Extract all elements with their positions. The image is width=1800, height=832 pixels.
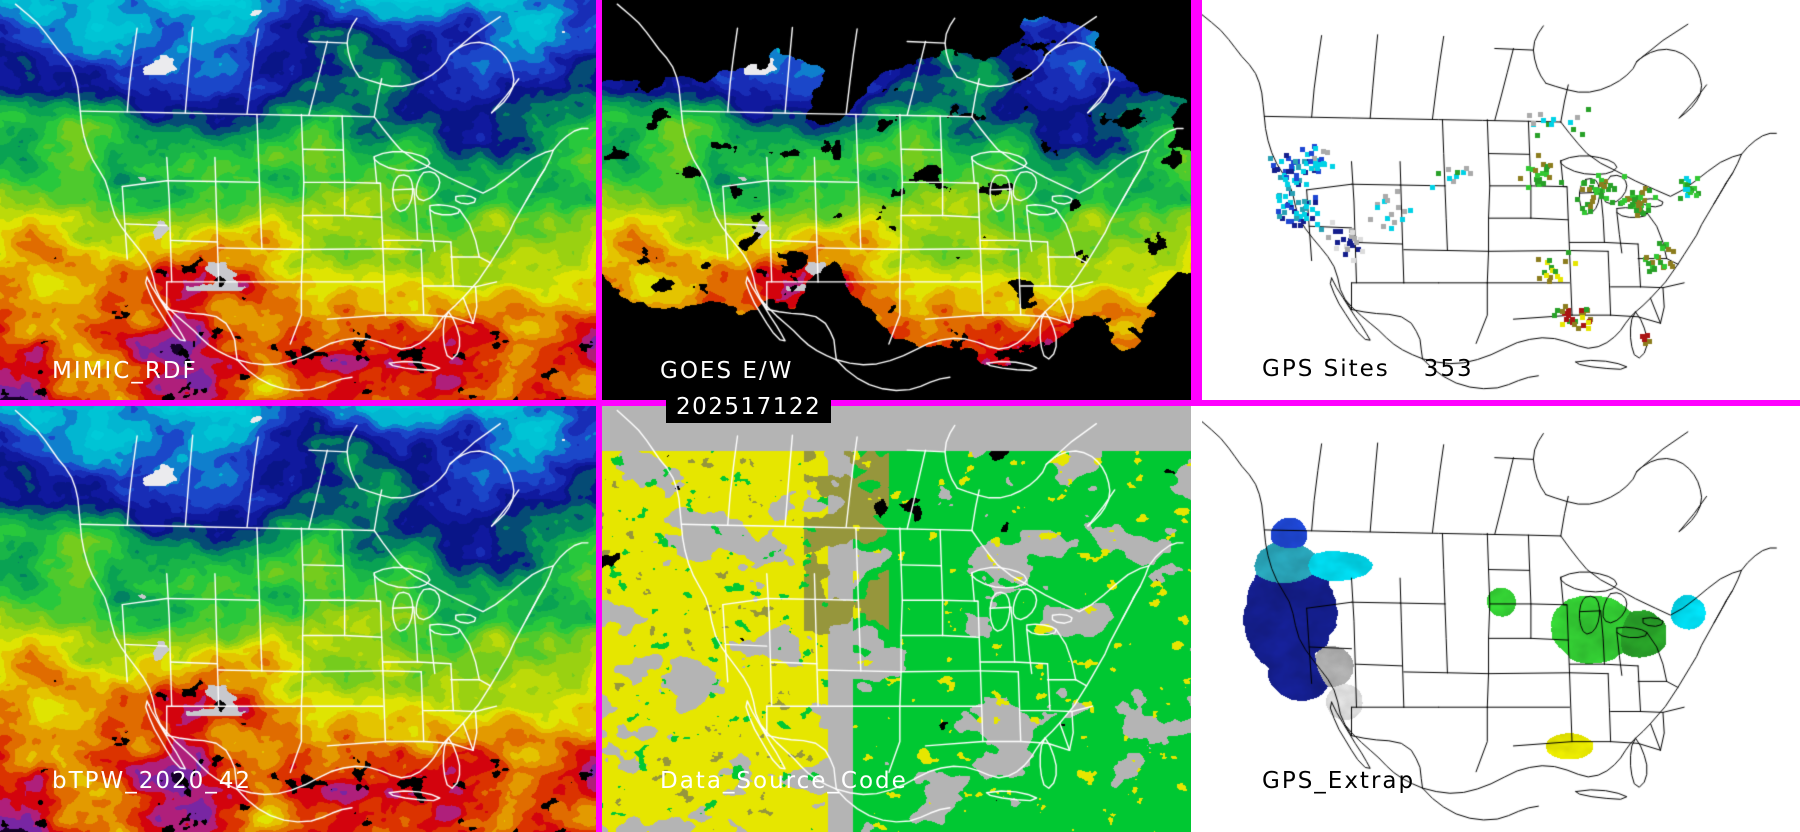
panel-goes-ew[interactable] [602,0,1191,400]
panel-mimic-rdf[interactable] [0,0,596,400]
panel-gps-extrap[interactable] [1202,406,1800,832]
panel-data-source-code[interactable] [602,406,1191,832]
timestamp-readout: 202517122 [666,392,832,423]
btpw-map-canvas [0,406,596,832]
mimic-rdf-map-canvas [0,0,596,400]
divider-horizontal [0,400,1800,406]
panel-btpw[interactable] [0,406,596,832]
gps-extrap-map-canvas [1202,406,1800,832]
data-source-code-map-canvas [602,406,1191,832]
divider-vertical-right [1191,0,1202,400]
gps-sites-map-canvas [1202,0,1800,400]
divider-vertical-left [596,0,602,832]
goes-ew-map-canvas [602,0,1191,400]
panel-gps-sites[interactable] [1202,0,1800,400]
